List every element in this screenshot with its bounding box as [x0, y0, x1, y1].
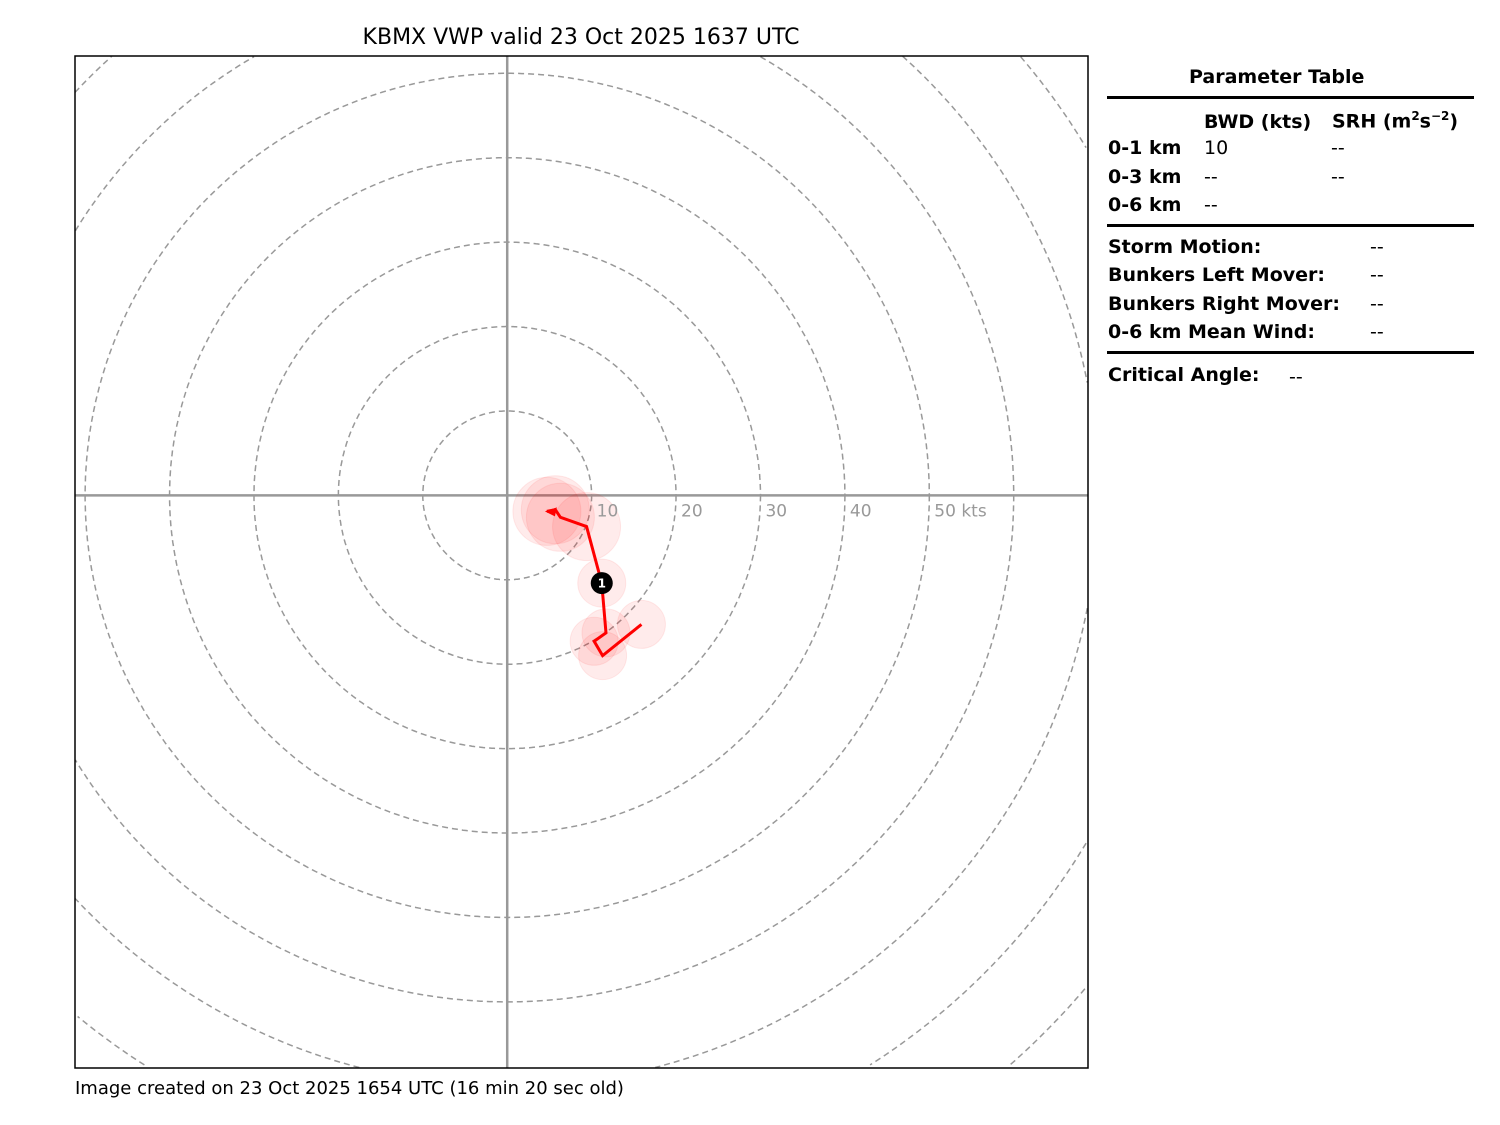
range-ring	[74, 56, 1015, 1003]
range-ring	[74, 55, 1089, 1069]
divider	[1107, 351, 1474, 354]
bwd-value: --	[1204, 194, 1218, 216]
ring-label: 20	[681, 501, 703, 521]
motion-label: 0-6 km Mean Wind:	[1108, 321, 1315, 343]
height-marker-label: 1	[598, 577, 606, 591]
plot-frame	[74, 55, 1089, 1069]
bwd-header: BWD (kts)	[1204, 111, 1312, 133]
ring-label: 30	[765, 501, 787, 521]
srh-value: --	[1331, 137, 1345, 159]
motion-label: Storm Motion:	[1108, 236, 1262, 258]
bwd-value: --	[1204, 166, 1218, 188]
ring-label: 40	[850, 501, 872, 521]
motion-value: --	[1370, 293, 1384, 315]
range-ring	[1010, 988, 1086, 1065]
motion-value: --	[1370, 236, 1384, 258]
motion-label: Bunkers Left Mover:	[1108, 264, 1325, 286]
srh-header: SRH (m2s−2)	[1332, 109, 1459, 133]
height-marker	[590, 572, 613, 595]
divider	[1107, 96, 1474, 99]
bwd-value: 10	[1204, 137, 1229, 159]
motion-label: Bunkers Right Mover:	[1108, 293, 1341, 315]
row-label: 0-6 km	[1108, 194, 1182, 216]
row-label: 0-3 km	[1108, 166, 1182, 188]
divider	[1107, 224, 1474, 227]
motion-value: --	[1370, 264, 1384, 286]
chart-title: KBMX VWP valid 23 Oct 2025 1637 UTC	[363, 25, 800, 50]
ring-label: 10	[597, 501, 619, 521]
range-ring	[77, 56, 1087, 1066]
motion-value: --	[1370, 321, 1384, 343]
footer-timestamp: Image created on 23 Oct 2025 1654 UTC (1…	[75, 1078, 624, 1099]
range-ring	[84, 72, 931, 919]
srh-value: --	[1331, 166, 1345, 188]
critical-angle-label: Critical Angle:	[1108, 364, 1260, 386]
row-label: 0-1 km	[1108, 137, 1182, 159]
critical-angle-value: --	[1289, 366, 1303, 388]
ring-label: 50 kts	[934, 501, 987, 521]
hodograph-start-arrow	[544, 507, 557, 517]
param-table-title: Parameter Table	[1189, 66, 1365, 88]
